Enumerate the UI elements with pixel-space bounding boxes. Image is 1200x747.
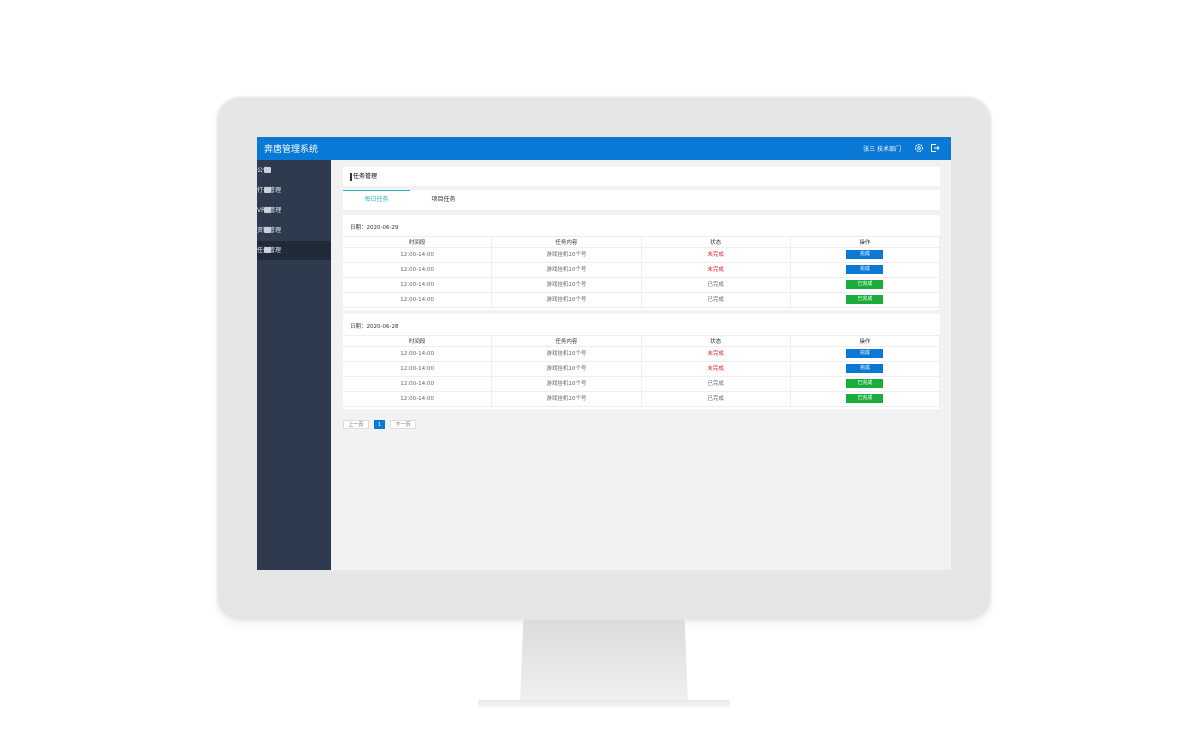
status: 未完成 — [641, 248, 791, 263]
day-card: 日期：2020-06-29 时间段 任务内容 状态 操作 12:00-14:00 游戏挂机1… — [343, 215, 940, 310]
table-cell: 游戏挂机10个号 — [492, 263, 642, 278]
day-card: 日期：2020-06-28 时间段 任务内容 状态 操作 12:00-14:00 游戏挂机1… — [343, 314, 940, 409]
status: 已完成 — [641, 278, 791, 293]
table-cell: 游戏挂机10个号 — [492, 362, 642, 377]
screen: 奔唐管理系统 张三 技术部门 公告打卡管理VPN管理资料管理任务管理 任务管理 … — [257, 137, 951, 570]
table-header: 操作 — [790, 236, 940, 248]
table-header: 时间段 — [343, 236, 493, 248]
monitor-neck — [520, 620, 688, 702]
logout-icon[interactable] — [930, 143, 940, 153]
table-cell: 游戏挂机10个号 — [492, 248, 642, 263]
table-cell: 游戏挂机10个号 — [492, 347, 642, 362]
user-info[interactable]: 张三 技术部门 — [863, 146, 901, 153]
status: 未完成 — [641, 362, 791, 377]
table-header: 时间段 — [343, 335, 493, 347]
table-cell: 游戏挂机10个号 — [492, 278, 642, 293]
table-cell: 12:00-14:00 — [343, 392, 493, 407]
date-label: 日期：2020-06-29 — [350, 225, 399, 231]
menu-item[interactable]: 资料管理 — [257, 221, 331, 240]
menu-item[interactable]: 公告 — [257, 161, 331, 180]
menu-item[interactable]: 打卡管理 — [257, 181, 331, 200]
tab-bar: 每日任务 项目任务 — [343, 190, 940, 210]
table-cell: 12:00-14:00 — [343, 293, 493, 308]
table-cell: 12:00-14:00 — [343, 263, 493, 278]
action-button[interactable]: 已完成 — [846, 394, 884, 403]
table-cell: 已完成 — [790, 392, 940, 407]
table-header: 状态 — [641, 335, 791, 347]
status: 未完成 — [641, 347, 791, 362]
table-cell: 12:00-14:00 — [343, 248, 493, 263]
table-cell: 完成 — [790, 362, 940, 377]
table-cell: 已完成 — [790, 377, 940, 392]
table-cell: 完成 — [790, 347, 940, 362]
status: 已完成 — [641, 377, 791, 392]
table-cell: 已完成 — [790, 278, 940, 293]
settings-icon[interactable] — [914, 143, 924, 153]
table-header: 操作 — [790, 335, 940, 347]
table-cell: 完成 — [790, 263, 940, 278]
action-button[interactable]: 完成 — [846, 349, 884, 358]
table-header: 任务内容 — [492, 236, 642, 248]
tab[interactable]: 每日任务 — [343, 190, 410, 210]
table-cell: 完成 — [790, 248, 940, 263]
date-label: 日期：2020-06-28 — [350, 324, 399, 330]
status: 已完成 — [641, 293, 791, 308]
action-button[interactable]: 完成 — [846, 364, 884, 373]
table-cell: 12:00-14:00 — [343, 347, 493, 362]
top-bar: 奔唐管理系统 张三 技术部门 — [257, 137, 951, 160]
action-button[interactable]: 已完成 — [846, 280, 884, 289]
app-title: 奔唐管理系统 — [264, 145, 319, 155]
table-cell: 游戏挂机10个号 — [492, 377, 642, 392]
table-cell: 游戏挂机10个号 — [492, 293, 642, 308]
sidebar: 公告打卡管理VPN管理资料管理任务管理 — [257, 160, 331, 570]
status: 未完成 — [641, 263, 791, 278]
menu-label[interactable]: 公告 — [257, 167, 270, 174]
breadcrumb-bar: 任务管理 — [343, 167, 940, 186]
table-cell: 游戏挂机10个号 — [492, 392, 642, 407]
tab[interactable]: 项目任务 — [431, 196, 456, 203]
table-header: 任务内容 — [492, 335, 642, 347]
table-cell: 12:00-14:00 — [343, 278, 493, 293]
table-cell: 12:00-14:00 — [343, 362, 493, 377]
current-page[interactable]: 1 — [374, 420, 385, 429]
action-button[interactable]: 完成 — [846, 265, 884, 274]
action-button[interactable]: 已完成 — [846, 379, 884, 388]
action-button[interactable]: 已完成 — [846, 295, 884, 304]
status: 已完成 — [641, 392, 791, 407]
table-cell: 12:00-14:00 — [343, 377, 493, 392]
next-page[interactable]: 下一页 — [390, 420, 416, 429]
menu-item[interactable]: VPN管理 — [257, 201, 331, 220]
monitor-base — [478, 700, 730, 708]
table-header: 状态 — [641, 236, 791, 248]
table-cell: 已完成 — [790, 293, 940, 308]
breadcrumb: 任务管理 — [353, 173, 378, 180]
action-button[interactable]: 完成 — [846, 250, 884, 259]
prev-page[interactable]: 上一页 — [343, 420, 369, 429]
menu-item[interactable]: 任务管理 — [257, 241, 331, 260]
